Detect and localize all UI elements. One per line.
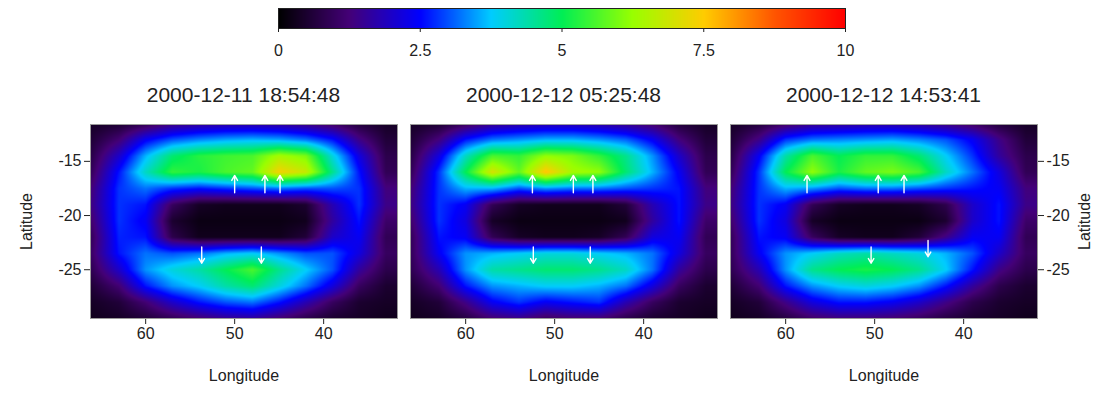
svg-text:40: 40 [635,325,653,342]
svg-text:-20: -20 [1047,207,1070,224]
svg-text:Latitude: Latitude [1076,193,1093,250]
svg-text:-20: -20 [58,207,81,224]
svg-text:0: 0 [274,42,283,59]
svg-text:50: 50 [866,325,884,342]
html-text:2000-12-12 05:25:48: 2000-12-12 05:25:48 [466,83,661,106]
svg-text:Longitude: Longitude [209,367,279,384]
svg-text:50: 50 [546,325,564,342]
html-text:2000-12-11 18:54:48: 2000-12-11 18:54:48 [146,83,341,106]
svg-text:7.5: 7.5 [693,42,715,59]
svg-text:10: 10 [837,42,855,59]
svg-text:5: 5 [558,42,567,59]
svg-text:40: 40 [315,325,333,342]
svg-text:Longitude: Longitude [849,367,919,384]
svg-text:-25: -25 [58,261,81,278]
svg-text:2.5: 2.5 [409,42,431,59]
svg-text:60: 60 [137,325,155,342]
svg-text:40: 40 [955,325,973,342]
html-text:2000-12-12 14:53:41: 2000-12-12 14:53:41 [786,83,981,106]
svg-text:-15: -15 [58,152,81,169]
svg-text:50: 50 [226,325,244,342]
svg-text:60: 60 [777,325,795,342]
svg-text:-25: -25 [1047,261,1070,278]
svg-text:Latitude: Latitude [18,193,35,250]
svg-text:60: 60 [457,325,475,342]
svg-text:Longitude: Longitude [529,367,599,384]
svg-text:-15: -15 [1047,152,1070,169]
